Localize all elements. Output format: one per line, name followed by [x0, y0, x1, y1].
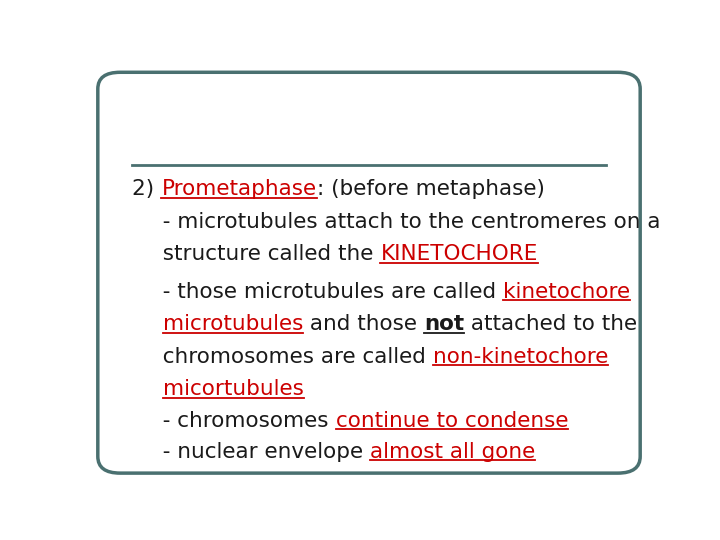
- Text: : (before metaphase): : (before metaphase): [317, 179, 544, 199]
- Text: structure called the: structure called the: [149, 245, 380, 265]
- Text: almost all gone: almost all gone: [370, 442, 536, 462]
- Text: not: not: [424, 314, 464, 334]
- Text: - those microtubules are called: - those microtubules are called: [149, 282, 503, 302]
- Text: chromosomes are called: chromosomes are called: [149, 347, 433, 367]
- Text: - nuclear envelope: - nuclear envelope: [149, 442, 370, 462]
- Text: - chromosomes: - chromosomes: [149, 411, 336, 431]
- Text: KINETOCHORE: KINETOCHORE: [380, 245, 538, 265]
- FancyBboxPatch shape: [98, 72, 640, 473]
- Text: continue to condense: continue to condense: [336, 411, 568, 431]
- Text: microtubules: microtubules: [163, 314, 303, 334]
- Text: - microtubules attach to the centromeres on a: - microtubules attach to the centromeres…: [149, 212, 661, 232]
- Text: attached to the: attached to the: [464, 314, 637, 334]
- Text: kinetochore: kinetochore: [503, 282, 630, 302]
- Text: non-kinetochore: non-kinetochore: [433, 347, 608, 367]
- Text: and those: and those: [303, 314, 424, 334]
- Text: 2): 2): [132, 179, 161, 199]
- Text: Prometaphase: Prometaphase: [161, 179, 317, 199]
- Text: micortubules: micortubules: [163, 379, 304, 399]
